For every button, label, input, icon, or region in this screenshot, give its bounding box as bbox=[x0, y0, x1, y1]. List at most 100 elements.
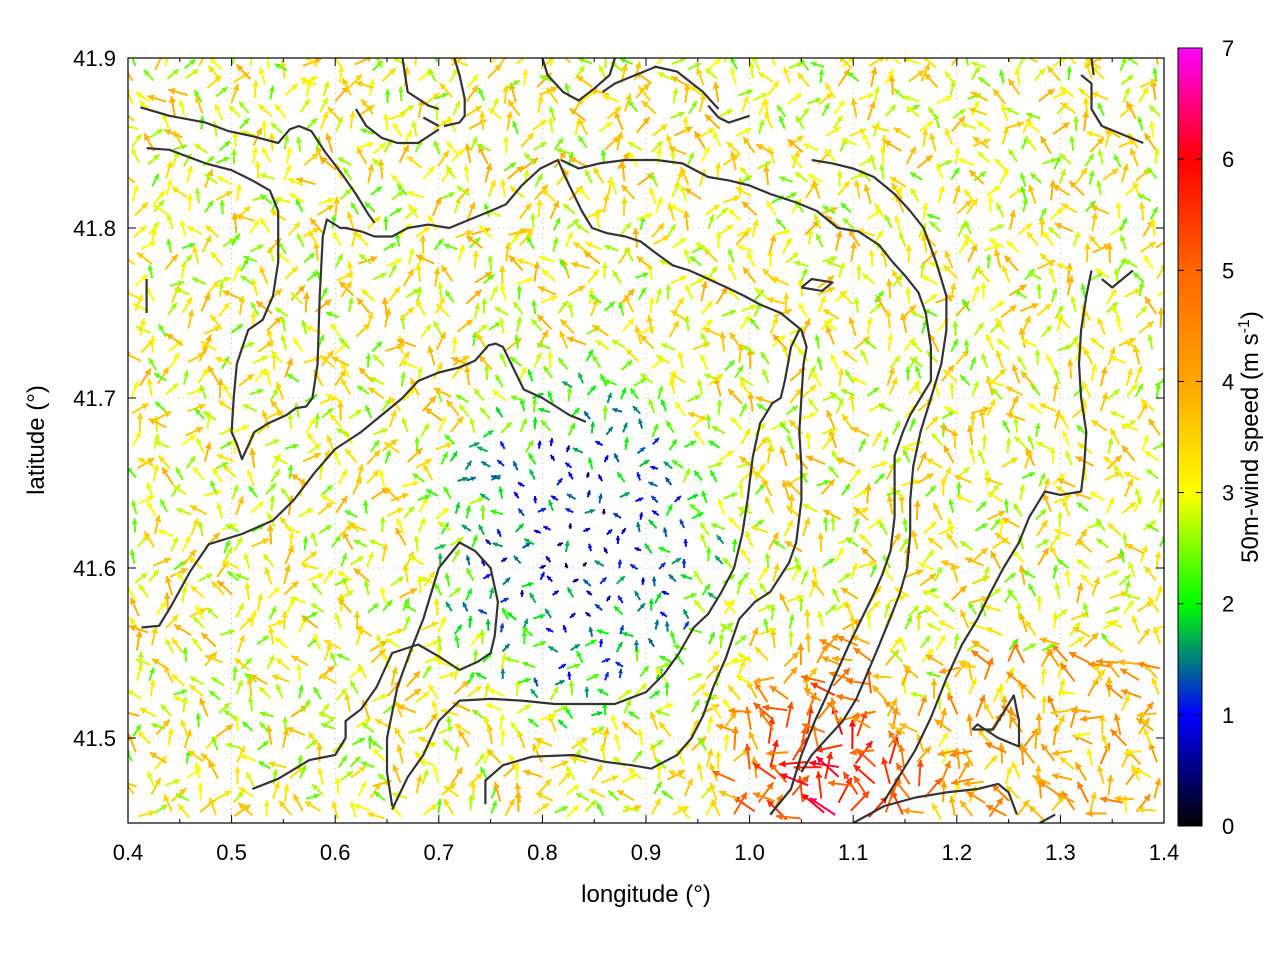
wind-arrow bbox=[501, 607, 509, 620]
wind-arrow bbox=[744, 743, 752, 770]
wind-arrow bbox=[164, 638, 175, 654]
wind-arrow bbox=[192, 616, 205, 629]
wind-arrow bbox=[852, 710, 876, 719]
wind-arrow bbox=[236, 745, 246, 763]
wind-arrow bbox=[1034, 765, 1042, 785]
wind-arrow bbox=[351, 737, 366, 746]
wind-arrow bbox=[902, 807, 924, 815]
wind-arrow bbox=[1143, 728, 1152, 746]
wind-arrow bbox=[385, 628, 404, 637]
wind-arrow bbox=[836, 635, 859, 647]
wind-arrow bbox=[735, 675, 752, 686]
wind-arrow bbox=[372, 748, 386, 762]
wind-arrow bbox=[282, 716, 289, 732]
wind-arrow bbox=[128, 782, 138, 788]
wind-arrow bbox=[223, 709, 237, 720]
wind-arrow bbox=[706, 649, 720, 663]
wind-arrow bbox=[521, 626, 534, 637]
wind-arrow bbox=[390, 666, 398, 687]
wind-arrow bbox=[355, 624, 373, 638]
wind-arrow bbox=[498, 714, 506, 731]
wind-arrow bbox=[271, 674, 290, 683]
wind-arrow bbox=[370, 740, 384, 751]
wind-arrow bbox=[931, 802, 942, 820]
wind-arrow bbox=[275, 683, 284, 699]
wind-arrow bbox=[887, 730, 903, 752]
wind-arrow bbox=[313, 686, 322, 700]
wind-arrow bbox=[567, 671, 572, 680]
x-tick-label: 1.4 bbox=[1149, 840, 1180, 865]
wind-arrow bbox=[944, 680, 953, 697]
wind-arrow bbox=[618, 689, 632, 701]
y-tick-label: 41.7 bbox=[73, 386, 116, 411]
wind-arrow bbox=[547, 645, 559, 653]
wind-arrow bbox=[466, 685, 483, 698]
wind-arrow bbox=[423, 640, 440, 648]
wind-arrow bbox=[320, 722, 336, 730]
wind-arrow bbox=[898, 636, 907, 652]
wind-arrow bbox=[598, 638, 604, 648]
wind-arrow bbox=[167, 728, 174, 746]
wind-arrow bbox=[915, 611, 923, 631]
wind-arrow bbox=[664, 682, 670, 696]
wind-arrow bbox=[865, 611, 873, 629]
wind-arrow bbox=[985, 804, 1007, 817]
wind-arrow bbox=[604, 671, 610, 681]
wind-arrow bbox=[151, 626, 159, 646]
wind-arrow bbox=[504, 798, 516, 817]
wind-arrow bbox=[1124, 748, 1142, 756]
wind-arrow bbox=[323, 639, 341, 650]
wind-arrow bbox=[1109, 728, 1128, 747]
wind-arrow bbox=[1137, 806, 1156, 814]
colorbar-tick-label: 4 bbox=[1222, 369, 1234, 394]
wind-arrow bbox=[335, 687, 348, 701]
wind-arrow bbox=[597, 688, 609, 697]
wind-arrow bbox=[785, 701, 794, 728]
wind-arrow bbox=[427, 683, 439, 700]
wind-arrow bbox=[718, 633, 725, 649]
wind-arrow bbox=[479, 629, 486, 645]
wind-arrow bbox=[281, 610, 288, 630]
wind-arrow bbox=[632, 750, 643, 763]
wind-arrow bbox=[533, 802, 550, 815]
wind-arrow bbox=[984, 741, 1007, 754]
wind-arrow bbox=[1020, 745, 1036, 764]
wind-arrow bbox=[336, 653, 351, 662]
wind-arrow bbox=[958, 760, 971, 780]
wind-arrow bbox=[977, 728, 991, 745]
wind-arrow bbox=[1041, 643, 1056, 652]
wind-arrow bbox=[504, 656, 520, 664]
wind-arrow bbox=[151, 657, 170, 671]
wind-arrow bbox=[268, 605, 277, 620]
wind-arrow bbox=[728, 707, 752, 715]
wind-arrow bbox=[823, 633, 839, 652]
wind-arrow bbox=[576, 650, 584, 664]
wind-arrow bbox=[1068, 636, 1085, 648]
wind-arrow bbox=[948, 795, 956, 817]
wind-arrow bbox=[1079, 715, 1102, 723]
wind-arrow bbox=[210, 676, 225, 687]
wind-arrow bbox=[361, 722, 375, 733]
wind-arrow bbox=[568, 680, 575, 696]
wind-arrow bbox=[397, 704, 417, 714]
wind-arrow bbox=[194, 762, 201, 779]
wind-arrow bbox=[769, 684, 789, 700]
wind-arrow bbox=[165, 614, 180, 629]
wind-arrow bbox=[588, 788, 606, 799]
wind-arrow bbox=[245, 771, 255, 787]
wind-arrow bbox=[457, 729, 470, 748]
wind-arrow bbox=[633, 640, 639, 651]
wind-arrow bbox=[522, 618, 529, 630]
wind-arrow bbox=[842, 618, 862, 631]
wind-arrow bbox=[415, 774, 423, 794]
wind-arrow bbox=[310, 602, 325, 614]
wind-arrow bbox=[267, 619, 285, 629]
wind-arrow bbox=[708, 631, 716, 645]
wind-arrow bbox=[1031, 774, 1052, 786]
wind-arrow bbox=[360, 761, 375, 769]
wind-arrow bbox=[615, 661, 624, 668]
wind-arrow bbox=[522, 661, 536, 669]
wind-arrow bbox=[357, 663, 368, 679]
wind-arrow bbox=[366, 811, 385, 820]
x-tick-label: 1.3 bbox=[1045, 840, 1076, 865]
